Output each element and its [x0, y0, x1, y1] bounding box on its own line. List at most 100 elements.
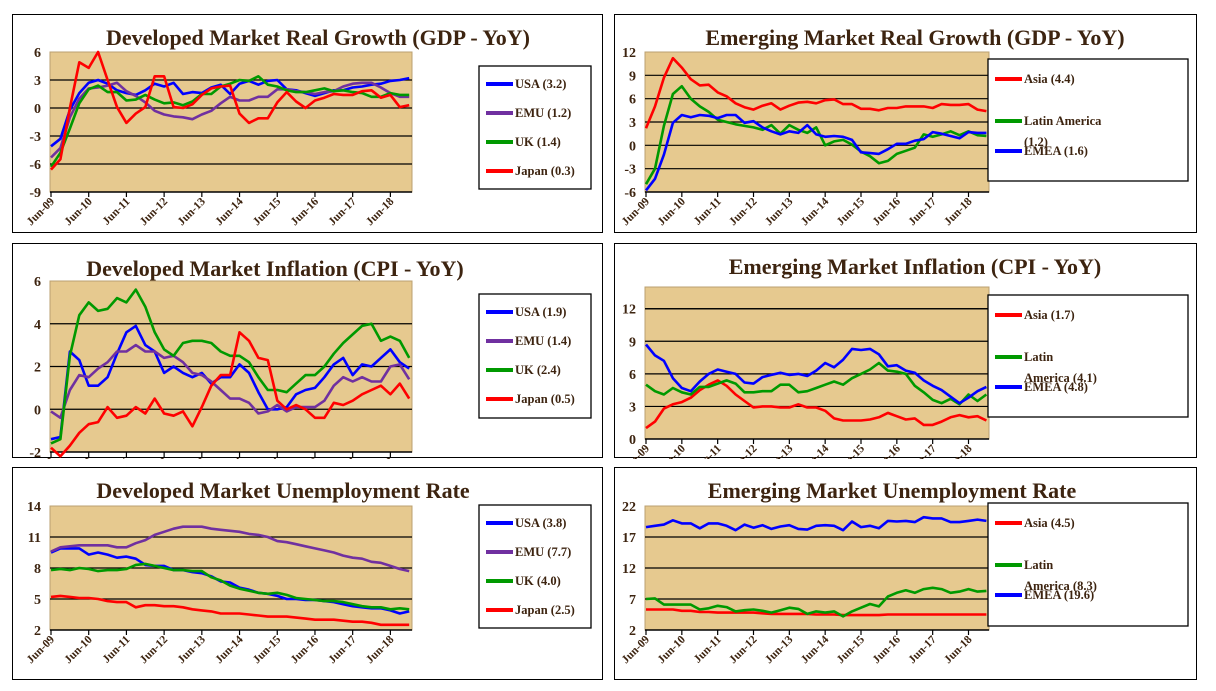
legend-label: UK (2.4) — [515, 363, 561, 377]
plot-area — [49, 51, 413, 193]
series-line-emu — [50, 343, 411, 420]
y-tick-label: 4 — [34, 318, 41, 333]
chart-panel-em-growth: Emerging Market Real Growth (GDP - YoY) -… — [614, 14, 1197, 233]
x-tick-label: Jun-11 — [101, 633, 133, 665]
series-line-asia — [644, 56, 987, 129]
legend-label: (1.2) — [1024, 135, 1048, 149]
x-tick-label: Jun-11 — [692, 633, 724, 665]
x-tick-label: Jun-14 — [213, 455, 246, 459]
y-tick-label: 22 — [622, 500, 636, 515]
y-tick-label: 11 — [28, 531, 41, 546]
x-tick-label: Jun-12 — [138, 455, 171, 459]
y-tick-label: 0 — [629, 139, 636, 154]
chart-title: Developed Market Inflation (CPI - YoY) — [86, 256, 463, 281]
x-tick-label: Jun-18 — [942, 442, 975, 459]
chart-panel-em-unemployment: Emerging Market Unemployment Rate 2 7 12 17 2… — [614, 467, 1197, 680]
y-tick-label: 0 — [34, 403, 41, 418]
x-tick-label: Jun-17 — [326, 195, 359, 228]
x-tick-label: Jun-18 — [364, 195, 397, 228]
x-tick-label: Jun-16 — [871, 442, 904, 459]
x-tick-label: Jun-18 — [942, 195, 975, 228]
legend-label: UK (1.4) — [515, 135, 561, 149]
x-tick-label: Jun-15 — [835, 633, 868, 666]
chart-panel-dm-growth: Developed Market Real Growth (GDP - YoY)… — [12, 14, 603, 233]
x-tick-label: Jun-16 — [289, 455, 322, 459]
chart-svg: Emerging Market Inflation (CPI - YoY) 0 3 6… — [620, 254, 1189, 459]
y-tick-label: 2 — [34, 624, 41, 639]
x-tick-label: Jun-15 — [251, 633, 284, 666]
y-tick-label: 8 — [34, 562, 41, 577]
legend-label: EMU (1.2) — [515, 106, 571, 120]
series-line-asia — [646, 608, 987, 617]
x-tick-label: Jun-13 — [763, 633, 796, 666]
x-tick-label: Jun-14 — [799, 195, 832, 228]
legend-label: EMEA (1.6) — [1024, 144, 1088, 158]
x-tick-label: Jun-12 — [138, 195, 171, 228]
series-line-usa — [50, 324, 410, 441]
chart-svg: Emerging Market Unemployment Rate 2 7 12 17 2… — [620, 478, 1189, 666]
chart-title: Emerging Market Unemployment Rate — [708, 478, 1077, 503]
x-tick-label: Jun-13 — [176, 195, 209, 228]
x-tick-label: Jun-10 — [656, 442, 689, 459]
legend-label: USA (3.2) — [515, 77, 566, 91]
x-tick-label: Jun-13 — [176, 455, 209, 459]
chart-title: Developed Market Unemployment Rate — [96, 478, 470, 503]
y-tick-label: 6 — [34, 46, 41, 61]
series-line-emea — [644, 343, 987, 405]
x-tick-label: Jun-12 — [727, 442, 760, 459]
x-tick-label: Jun-10 — [62, 633, 95, 666]
series-line-emea — [644, 113, 987, 192]
series-line-uk — [50, 562, 410, 611]
legend-label: USA (3.8) — [515, 516, 566, 530]
y-tick-label: 17 — [622, 531, 636, 546]
y-tick-label: 9 — [629, 335, 636, 350]
series-line-emea — [645, 515, 987, 532]
chart-svg: Developed Market Inflation (CPI - YoY) -2… — [25, 256, 592, 459]
x-tick-label: Jun-11 — [101, 455, 133, 459]
y-tick-label: 3 — [629, 116, 636, 131]
legend-label: EMEA (19.6) — [1024, 588, 1094, 602]
legend-label: America (4.1) — [1024, 371, 1097, 385]
y-tick-label: 6 — [629, 368, 636, 383]
x-tick-label: Jun-11 — [101, 195, 133, 227]
x-tick-label: Jun-12 — [727, 195, 760, 228]
x-tick-label: Jun-12 — [138, 633, 171, 666]
legend-label: Asia (4.4) — [1024, 72, 1075, 86]
series-line-emu — [50, 525, 410, 573]
legend-box — [478, 65, 592, 190]
x-tick-label: Jun-14 — [799, 633, 832, 666]
x-tick-label: Jun-12 — [727, 633, 760, 666]
x-tick-label: Jun-16 — [289, 633, 322, 666]
y-tick-label: 9 — [629, 69, 636, 84]
x-tick-label: Jun-18 — [942, 633, 975, 666]
y-tick-label: 12 — [622, 562, 636, 577]
y-tick-label: -3 — [624, 163, 636, 178]
x-tick-label: Jun-13 — [763, 442, 796, 459]
y-tick-label: 7 — [629, 593, 636, 608]
y-tick-label: 2 — [34, 361, 41, 376]
x-tick-label: Jun-16 — [289, 195, 322, 228]
x-tick-label: Jun-15 — [835, 442, 868, 459]
legend-label: Japan (0.3) — [515, 164, 575, 178]
y-tick-label: 6 — [629, 93, 636, 108]
y-tick-label: -3 — [29, 130, 41, 145]
y-tick-label: 0 — [34, 102, 41, 117]
x-tick-label: Jun-10 — [656, 633, 689, 666]
series-line-japan — [50, 331, 411, 458]
x-tick-label: Jun-13 — [763, 195, 796, 228]
x-tick-label: Jun-15 — [835, 195, 868, 228]
legend-label: UK (4.0) — [515, 574, 561, 588]
x-tick-label: Jun-11 — [692, 195, 724, 227]
chart-svg: Developed Market Real Growth (GDP - YoY)… — [25, 25, 592, 228]
x-tick-label: Jun-14 — [213, 633, 246, 666]
x-tick-label: Jun-10 — [62, 455, 95, 459]
legend-label: Latin America — [1024, 114, 1102, 128]
y-tick-label: 14 — [27, 500, 41, 515]
x-tick-label: Jun-14 — [799, 442, 832, 459]
series-line-latin-america — [645, 361, 988, 406]
x-tick-label: Jun-11 — [692, 442, 724, 459]
y-tick-label: -6 — [29, 158, 41, 173]
chart-panel-dm-unemployment: Developed Market Unemployment Rate 2 5 8 11 1… — [12, 467, 603, 680]
plot-area — [644, 286, 990, 440]
series-line-asia — [645, 379, 987, 430]
